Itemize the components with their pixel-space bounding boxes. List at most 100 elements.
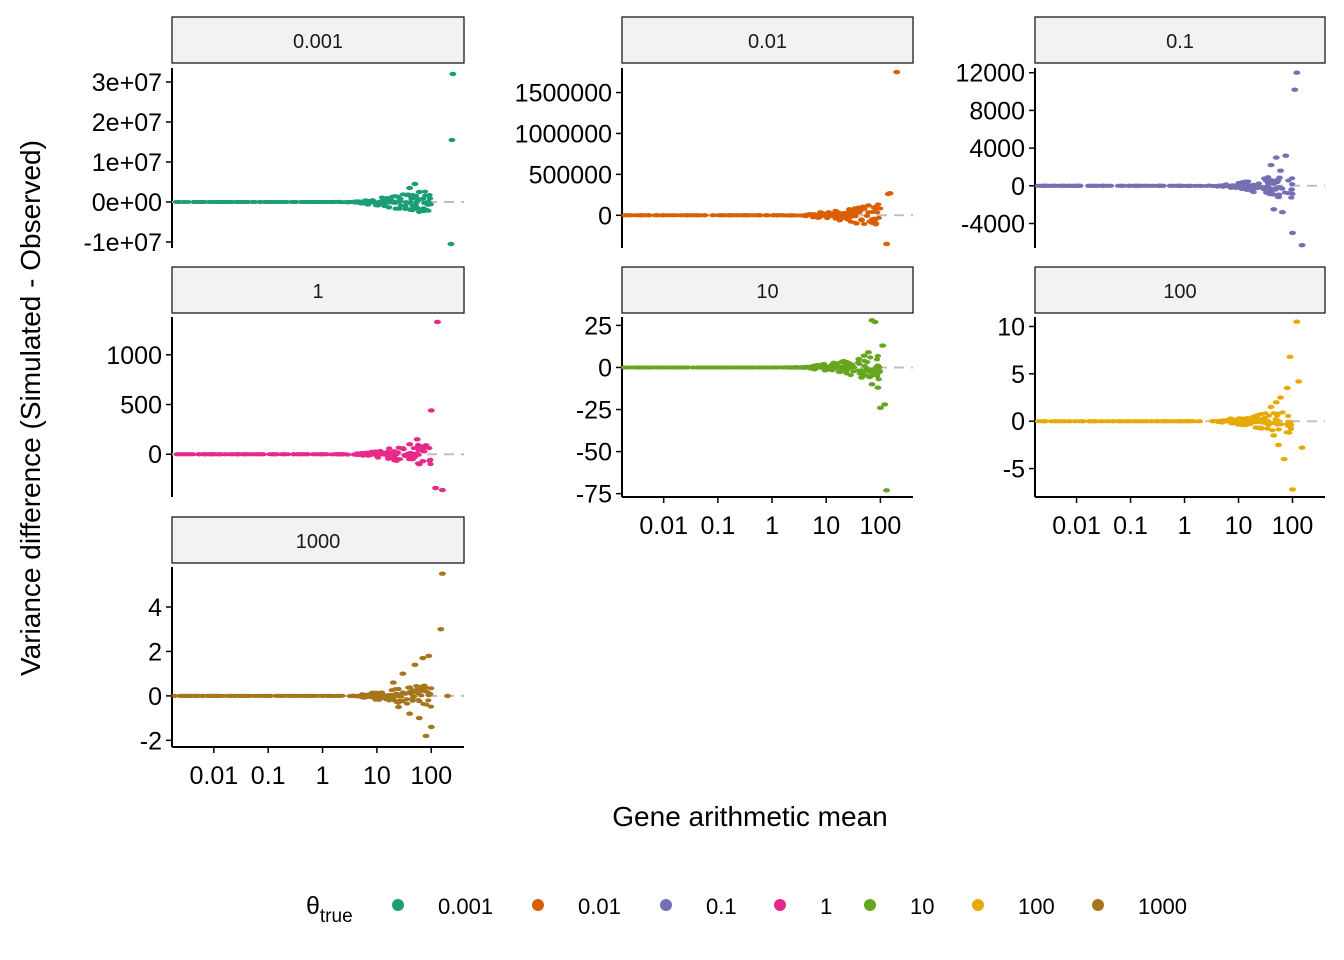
- data-point: [717, 365, 725, 370]
- data-point: [380, 451, 387, 456]
- data-point: [843, 368, 851, 373]
- data-point: [329, 199, 337, 204]
- data-point: [415, 209, 423, 214]
- outlier-point: [438, 487, 446, 493]
- data-point: [1209, 419, 1217, 424]
- data-point: [820, 363, 828, 368]
- data-point: [1099, 419, 1106, 424]
- data-point: [1037, 183, 1044, 188]
- y-tick-label: 12000: [955, 60, 1025, 88]
- facet-strip-label: 0.01: [748, 31, 787, 53]
- data-point: [267, 693, 274, 698]
- data-point: [631, 213, 639, 218]
- data-point: [323, 693, 331, 698]
- data-point: [710, 213, 718, 218]
- data-point: [236, 693, 244, 698]
- data-point: [868, 367, 875, 372]
- data-point: [367, 200, 375, 205]
- data-point: [410, 694, 418, 699]
- legend-label: 0.001: [438, 894, 493, 919]
- data-point: [1095, 183, 1102, 188]
- x-tick-label: 0.01: [1052, 512, 1101, 540]
- outlier-point: [408, 207, 416, 213]
- data-point: [831, 362, 838, 367]
- facet-strip-label: 1: [312, 281, 323, 303]
- data-point: [336, 199, 343, 204]
- data-point: [188, 452, 195, 457]
- outlier-point: [858, 217, 866, 223]
- data-point: [1139, 183, 1146, 188]
- outlier-point: [1295, 379, 1303, 384]
- legend-swatch: [972, 899, 984, 911]
- data-point: [421, 189, 429, 194]
- data-point: [315, 200, 323, 204]
- data-point: [361, 451, 369, 456]
- outlier-point: [1280, 456, 1288, 462]
- legend-swatch: [1092, 899, 1104, 911]
- outlier-point: [868, 382, 876, 387]
- data-point: [205, 693, 212, 698]
- x-axis-title: Gene arithmetic mean: [612, 801, 887, 832]
- data-point: [1270, 411, 1277, 416]
- data-point: [425, 698, 432, 703]
- outlier-point: [1286, 354, 1294, 359]
- data-point: [198, 693, 205, 698]
- x-tick-label: 10: [812, 512, 840, 540]
- data-point: [1279, 410, 1286, 415]
- data-point: [299, 452, 306, 457]
- data-point: [414, 198, 421, 203]
- legend-label: 1: [820, 894, 832, 919]
- data-point: [816, 214, 824, 219]
- data-point: [863, 213, 871, 218]
- data-point: [1195, 419, 1202, 424]
- y-tick-label: 8000: [969, 97, 1025, 125]
- y-tick-label: 10: [997, 313, 1025, 341]
- data-point: [1077, 183, 1084, 188]
- outlier-point: [415, 461, 423, 467]
- data-point: [407, 450, 414, 455]
- outlier-point: [876, 405, 884, 411]
- outlier-point: [864, 203, 872, 208]
- outlier-point: [858, 375, 866, 380]
- data-point: [1131, 419, 1139, 424]
- data-point: [873, 357, 881, 362]
- data-point: [1090, 419, 1098, 424]
- data-point: [213, 200, 220, 204]
- outlier-point: [1293, 70, 1301, 75]
- data-point: [1281, 190, 1289, 195]
- data-point: [678, 213, 685, 218]
- data-point: [817, 210, 824, 215]
- data-point: [182, 452, 189, 457]
- data-point: [1071, 419, 1079, 424]
- legend-swatch: [774, 899, 786, 911]
- data-point: [394, 450, 402, 455]
- data-point: [1149, 183, 1156, 188]
- legend-swatch: [660, 899, 672, 911]
- outlier-point: [433, 319, 441, 325]
- outlier-point: [883, 488, 891, 493]
- outlier-point: [1291, 87, 1299, 92]
- legend-swatch: [392, 899, 404, 911]
- data-point: [403, 701, 411, 706]
- data-point: [344, 452, 352, 457]
- facet-panel-1: 1 0 500 1000: [106, 266, 465, 497]
- data-point: [1191, 183, 1198, 188]
- data-point: [860, 369, 868, 374]
- data-point: [402, 691, 409, 696]
- data-point: [689, 365, 697, 370]
- data-point: [391, 698, 398, 703]
- outlier-point: [855, 208, 863, 214]
- legend-title-main: θ: [306, 892, 320, 920]
- data-point: [1234, 182, 1241, 187]
- data-point: [861, 358, 868, 363]
- data-point: [424, 199, 432, 204]
- data-point: [716, 213, 723, 218]
- data-point: [658, 365, 665, 370]
- data-point: [1119, 419, 1126, 424]
- y-tick-label: 0: [598, 202, 612, 230]
- data-point: [847, 373, 854, 378]
- data-point: [380, 200, 387, 205]
- facet-points: [1034, 70, 1306, 248]
- data-point: [415, 691, 422, 696]
- facet-strip: [171, 516, 465, 564]
